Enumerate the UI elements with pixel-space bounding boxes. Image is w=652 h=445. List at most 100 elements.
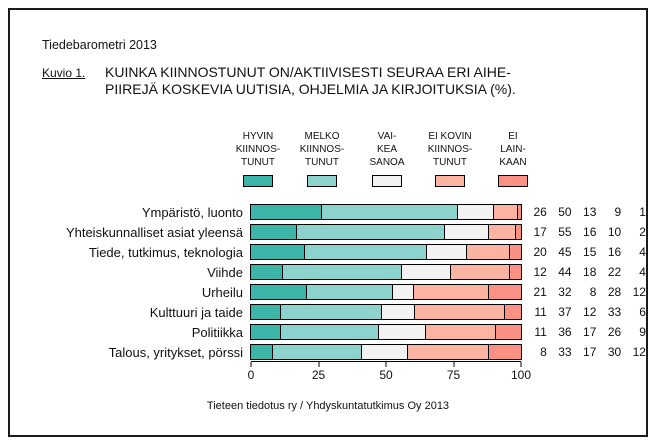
row-label: Yhteiskunnalliset asiat yleensä [65,224,243,240]
value-label: 18 [583,265,597,279]
value-label: 26 [607,325,622,339]
bar-segment [251,205,322,219]
legend-item: HYVIN KIINNOS- TUNUT [224,130,292,187]
chart-row: Politiikka 11 36 17 26 9 [10,322,646,342]
value-label: 17 [533,225,547,239]
value-label: 13 [583,205,597,219]
x-axis-tick [318,362,319,367]
row-label: Ympäristö, luonto [141,204,243,220]
bar-segment [402,265,451,279]
bar-segment [361,345,408,359]
value-label: 50 [558,205,572,219]
figure-title-line-1: KUINKA KIINNOSTUNUT ON/AKTIIVISESTI SEUR… [105,64,511,80]
bar-segment [493,205,519,219]
figure-title-line-2: PIIREJÄ KOSKEVIA UUTISIA, OHJELMIA JA KI… [105,81,516,97]
bar-segment [414,305,505,319]
value-label: 17 [583,325,597,339]
row-label: Politiikka [191,324,243,340]
stacked-bar [250,244,522,260]
bar-segment [296,225,446,239]
legend-label-line: KIINNOS- [427,144,473,155]
row-label: Talous, yritykset, pörssi [108,344,243,360]
value-label: 22 [607,265,622,279]
value-label: 36 [558,325,572,339]
bar-segment [488,345,521,359]
value-label: 30 [607,345,622,359]
chart-row: Ympäristö, luonto 26 50 13 9 1 [10,202,646,222]
value-label: 9 [639,325,646,339]
x-axis-tick [520,362,522,367]
value-label: 20 [533,245,547,259]
bar-segment [379,325,426,339]
value-label: 55 [558,225,572,239]
figure-title: KUINKA KIINNOSTUNUT ON/AKTIIVISESTI SEUR… [105,64,602,98]
x-axis-tick-label: 75 [446,368,461,382]
legend-item: MELKO KIINNOS- TUNUT [288,130,356,187]
legend-label-line: TUNUT [433,157,467,168]
bar-segment [251,225,297,239]
legend-label-line: EI [508,131,518,142]
bar-segment [504,305,521,319]
chart-row: Viihde 12 44 18 22 4 [10,262,646,282]
bar-segment [458,205,494,219]
value-label: 26 [533,205,547,219]
bar-segment [251,325,281,339]
chart-row: Kulttuuri ja taide 11 37 12 33 6 [10,302,646,322]
bar-segment [281,325,380,339]
value-label: 15 [583,245,597,259]
bar-segment [510,265,521,279]
value-label: 45 [558,245,572,259]
legend-label-line: KAAN [499,157,527,168]
bar-segment [307,285,393,299]
bar-segment [251,305,281,319]
bar-segment [392,285,415,299]
legend-item: VAI- KEA SANOA [353,130,421,187]
bar-segment [515,225,521,239]
bar-segment [281,305,382,319]
value-label: 37 [558,305,572,319]
legend-label-line: KEA [376,144,397,155]
row-value-labels: 26 50 13 9 1 [522,205,646,219]
chart-plot: Ympäristö, luonto 26 50 13 9 1 Yhteiskunnallis… [10,202,646,362]
value-label: 6 [639,305,646,319]
row-value-labels: 8 33 17 30 12 [522,345,646,359]
bar-segment [510,245,521,259]
value-label: 33 [558,345,572,359]
bar-segment [251,245,305,259]
stacked-bar [250,224,522,240]
x-axis-tick-label: 25 [311,368,326,382]
document-title: Tiedebarometri 2013 [42,38,157,52]
bar-segment [488,225,516,239]
value-label: 2 [639,225,646,239]
stacked-bar [250,344,522,360]
bar-segment [414,285,489,299]
figure-frame: Tiedebarometri 2013 Kuvio 1. KUINKA KIIN… [8,8,648,437]
bar-segment [407,345,489,359]
chart-row: Tiede, tutkimus, teknologia 20 45 15 16 4 [10,242,646,262]
x-axis: 0 25 50 75 100 [247,361,531,383]
chart-row: Urheilu 21 32 8 28 12 [10,282,646,302]
value-label: 8 [589,285,597,299]
row-value-labels: 17 55 16 10 2 [522,225,646,239]
bar-segment [467,245,511,259]
value-label: 16 [583,225,597,239]
legend-label-line: SANOA [369,157,405,168]
x-axis-tick [385,362,387,367]
legend-color-swatch [435,175,465,187]
bar-segment [305,245,427,259]
bar-segment [425,325,497,339]
x-axis-tick-label: 0 [247,368,255,382]
legend-label-line: KIINNOS- [299,144,345,155]
legend-color-swatch [372,175,402,187]
row-label: Viihde [207,264,243,280]
row-value-labels: 11 37 12 33 6 [522,305,646,319]
row-label: Tiede, tutkimus, teknologia [88,244,243,260]
x-axis-tick [250,362,252,367]
legend-label-line: EI KOVIN [428,131,472,142]
bar-segment [445,225,489,239]
bar-segment [272,345,362,359]
bar-segment [283,265,403,279]
figure-header: Kuvio 1. KUINKA KIINNOSTUNUT ON/AKTIIVIS… [42,64,602,98]
legend-label-line: TUNUT [241,157,275,168]
value-label: 10 [607,225,622,239]
